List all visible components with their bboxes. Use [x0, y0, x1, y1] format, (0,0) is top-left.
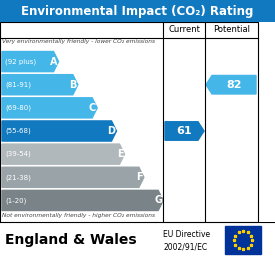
Text: EU Directive: EU Directive: [163, 230, 210, 239]
Text: B: B: [70, 80, 77, 90]
Text: (55-68): (55-68): [5, 128, 31, 134]
Text: Not environmentally friendly - higher CO₂ emissions: Not environmentally friendly - higher CO…: [2, 213, 155, 218]
Polygon shape: [2, 167, 144, 187]
Text: E: E: [117, 149, 123, 159]
Polygon shape: [2, 121, 117, 141]
Polygon shape: [165, 122, 204, 140]
Polygon shape: [2, 52, 59, 72]
Polygon shape: [2, 75, 78, 95]
Polygon shape: [2, 190, 163, 211]
Bar: [225, 226, 261, 254]
Text: 61: 61: [177, 126, 192, 136]
Text: England & Wales: England & Wales: [5, 233, 137, 247]
Text: (81-91): (81-91): [5, 82, 31, 88]
Polygon shape: [2, 98, 97, 118]
Text: (39-54): (39-54): [5, 151, 31, 157]
Text: 82: 82: [226, 80, 242, 90]
Text: F: F: [136, 172, 143, 182]
Text: 2002/91/EC: 2002/91/EC: [163, 243, 207, 252]
Polygon shape: [2, 144, 125, 164]
Text: G: G: [154, 195, 162, 205]
Text: Current: Current: [168, 26, 200, 35]
Text: A: A: [50, 57, 57, 67]
Text: (21-38): (21-38): [5, 174, 31, 181]
Text: (69-80): (69-80): [5, 104, 31, 111]
Text: Potential: Potential: [213, 26, 250, 35]
Text: D: D: [108, 126, 116, 136]
Text: Environmental Impact (CO₂) Rating: Environmental Impact (CO₂) Rating: [21, 4, 254, 18]
Text: (1-20): (1-20): [5, 197, 26, 204]
Text: (92 plus): (92 plus): [5, 58, 36, 65]
Text: Very environmentally friendly - lower CO₂ emissions: Very environmentally friendly - lower CO…: [2, 39, 155, 44]
Polygon shape: [206, 75, 256, 94]
Text: C: C: [89, 103, 96, 113]
